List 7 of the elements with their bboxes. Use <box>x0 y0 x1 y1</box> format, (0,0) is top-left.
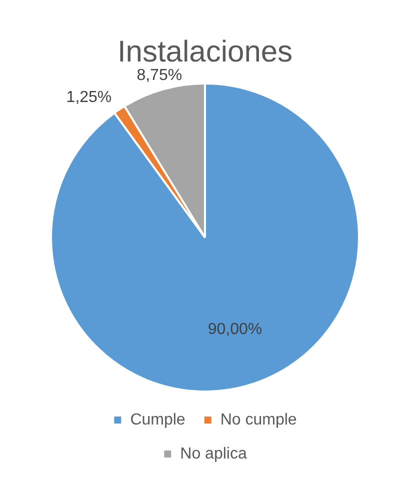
legend-label: No cumple <box>220 411 297 428</box>
chart-title: Instalaciones <box>117 35 293 68</box>
data-label: 8,75% <box>136 67 182 84</box>
data-label: 90,00% <box>208 321 262 338</box>
legend-label: Cumple <box>130 411 186 428</box>
legend-label: No aplica <box>180 445 247 462</box>
data-label: 1,25% <box>66 89 112 106</box>
